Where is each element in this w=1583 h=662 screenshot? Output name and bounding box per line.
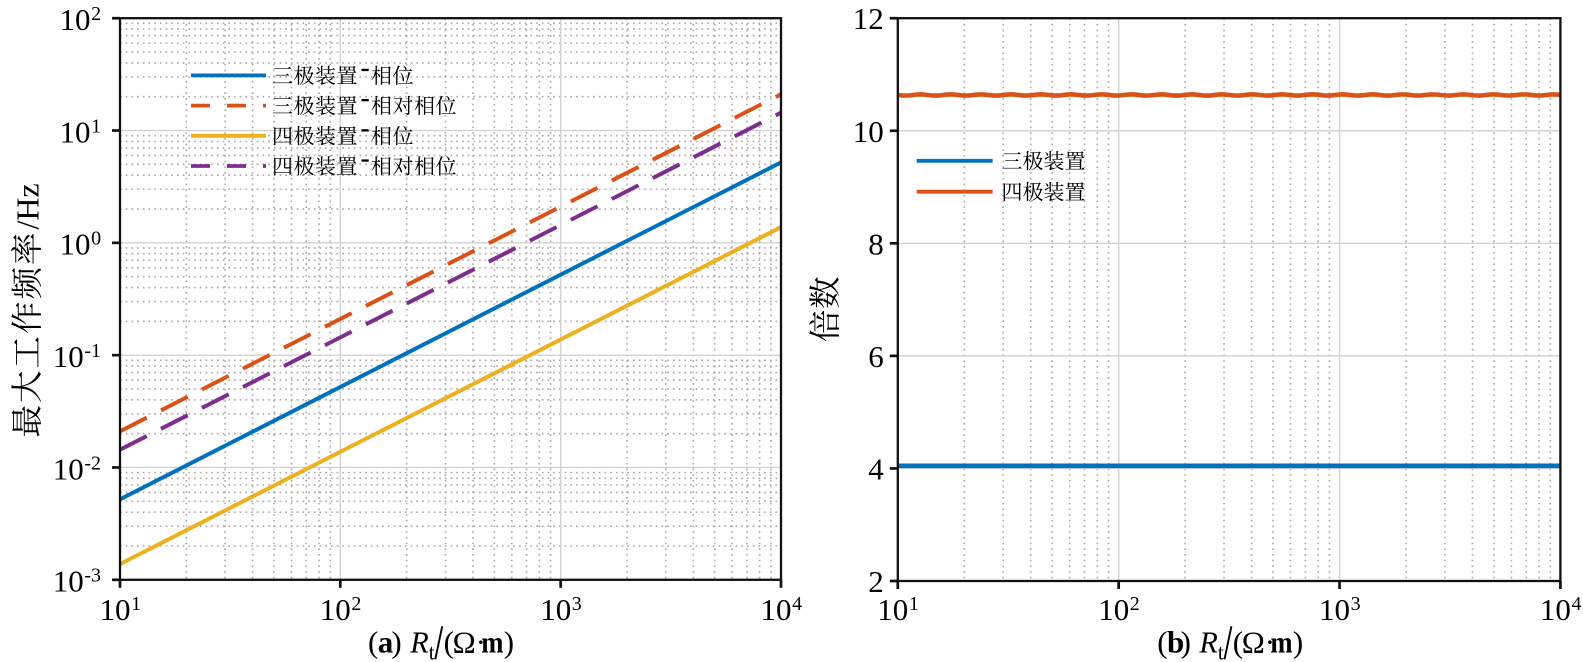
svg-text:10: 10 bbox=[853, 114, 884, 149]
svg-text:Ω: Ω bbox=[1242, 624, 1265, 659]
svg-text:b: b bbox=[1167, 624, 1184, 659]
svg-text:10: 10 bbox=[320, 592, 351, 627]
svg-text:3: 3 bbox=[572, 593, 582, 615]
svg-text:t: t bbox=[1218, 640, 1224, 662]
svg-text:4: 4 bbox=[792, 593, 802, 615]
svg-text:10: 10 bbox=[53, 339, 84, 374]
svg-text:): ) bbox=[1293, 624, 1303, 659]
svg-text:12: 12 bbox=[853, 1, 884, 36]
svg-text:10: 10 bbox=[1540, 592, 1571, 627]
svg-text:10: 10 bbox=[60, 227, 91, 262]
svg-text:10: 10 bbox=[877, 592, 908, 627]
svg-text:/Hz: /Hz bbox=[10, 183, 46, 229]
svg-text:0: 0 bbox=[91, 228, 101, 250]
svg-text:2: 2 bbox=[1130, 593, 1140, 615]
svg-text:-2: -2 bbox=[84, 452, 101, 474]
svg-text:10: 10 bbox=[100, 592, 131, 627]
svg-text:2: 2 bbox=[351, 593, 361, 615]
svg-text:(: ( bbox=[368, 624, 378, 659]
svg-text:-3: -3 bbox=[84, 565, 101, 587]
svg-text:R: R bbox=[1198, 624, 1218, 659]
svg-text:(: ( bbox=[444, 624, 454, 659]
svg-text:1: 1 bbox=[131, 593, 141, 615]
svg-text:8: 8 bbox=[868, 226, 884, 261]
svg-text:10: 10 bbox=[1098, 592, 1129, 627]
svg-text:4: 4 bbox=[868, 451, 884, 486]
svg-text:R: R bbox=[409, 624, 429, 659]
svg-text:6: 6 bbox=[868, 339, 884, 374]
svg-text:m: m bbox=[481, 624, 503, 659]
svg-text:10: 10 bbox=[1319, 592, 1350, 627]
svg-text:·: · bbox=[1265, 624, 1275, 659]
svg-text:1: 1 bbox=[909, 593, 919, 615]
svg-text:10: 10 bbox=[53, 564, 84, 599]
svg-text:3: 3 bbox=[1351, 593, 1361, 615]
svg-text:): ) bbox=[504, 624, 514, 659]
svg-text:10: 10 bbox=[540, 592, 571, 627]
svg-text:m: m bbox=[1270, 624, 1292, 659]
svg-text:1: 1 bbox=[91, 115, 101, 137]
svg-text:(: ( bbox=[1233, 624, 1243, 659]
svg-text:a: a bbox=[378, 624, 394, 659]
svg-text:(: ( bbox=[1157, 624, 1167, 659]
svg-text:10: 10 bbox=[761, 592, 792, 627]
svg-text:10: 10 bbox=[53, 451, 84, 486]
svg-text:2: 2 bbox=[91, 3, 101, 25]
svg-text:-1: -1 bbox=[84, 340, 101, 362]
svg-text:10: 10 bbox=[60, 2, 91, 37]
svg-text:10: 10 bbox=[60, 114, 91, 149]
svg-text:t: t bbox=[429, 640, 435, 662]
svg-text:·: · bbox=[476, 624, 486, 659]
svg-text:): ) bbox=[1181, 624, 1191, 659]
svg-text:2: 2 bbox=[868, 564, 884, 599]
svg-text:): ) bbox=[391, 624, 401, 659]
svg-text:Ω: Ω bbox=[453, 624, 476, 659]
svg-text:4: 4 bbox=[1572, 593, 1582, 615]
